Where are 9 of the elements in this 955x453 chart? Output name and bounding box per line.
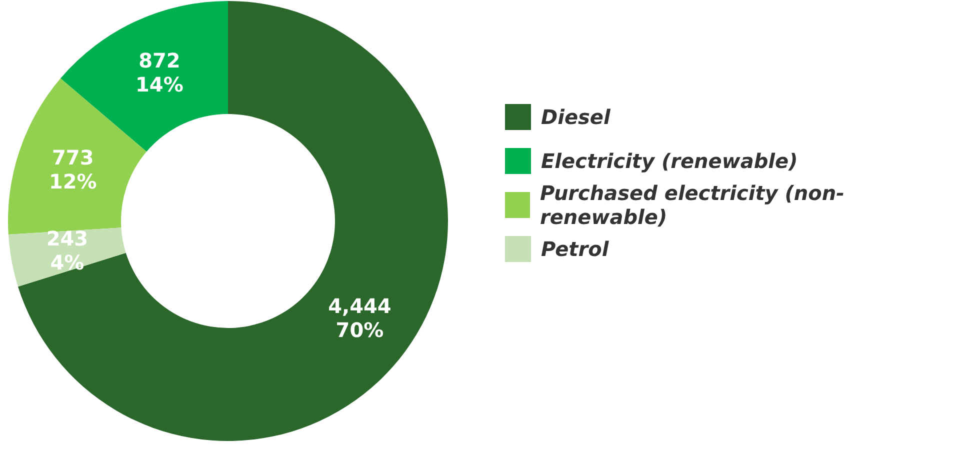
data-label: 872 14% [136, 48, 184, 97]
legend-label: Petrol [541, 237, 609, 261]
donut-slice [18, 1, 448, 441]
legend-label: Diesel [541, 105, 610, 129]
data-label: 4,444 70% [328, 294, 392, 342]
legend-label: Electricity (renewable) [541, 149, 798, 173]
legend-label: Purchased electricity (non-renewable) [540, 181, 846, 229]
data-label: 243 4% [46, 226, 88, 275]
data-label: 773 12% [48, 145, 97, 194]
